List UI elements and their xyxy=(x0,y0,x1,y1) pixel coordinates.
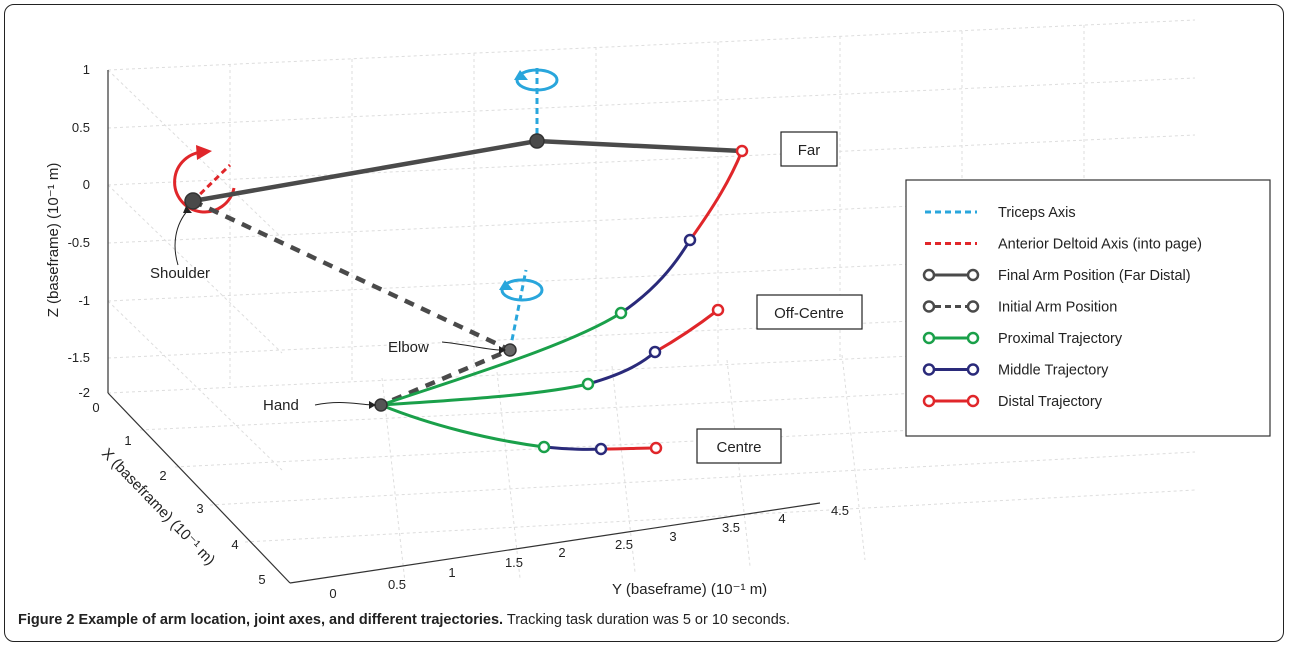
centre-distal xyxy=(600,446,657,451)
marker xyxy=(594,442,608,456)
triceps-rotation-icon xyxy=(499,278,544,302)
legend-label: Distal Trajectory xyxy=(998,394,1103,410)
target-boxes xyxy=(696,131,863,464)
y-ticks: 0 0.5 1 1.5 2 2.5 3 3.5 4 4.5 xyxy=(329,503,849,601)
x-ticks: 0 1 2 3 4 5 xyxy=(92,400,265,587)
trajectory-markers xyxy=(537,144,749,456)
x-tick-label: 3 xyxy=(196,501,203,516)
legend: Triceps Axis Anterior Deltoid Axis (into … xyxy=(905,179,1271,437)
legend-label: Proximal Trajectory xyxy=(998,331,1123,347)
deltoid-axis xyxy=(191,163,232,203)
y-axis-label: Y (baseframe) (10⁻¹ m) xyxy=(612,581,767,598)
elbow-joint-final xyxy=(529,133,545,149)
z-tick-label: -0.5 xyxy=(68,235,90,250)
y-tick-label: 1.5 xyxy=(505,555,523,570)
z-ticks: 1 0.5 0 -0.5 -1 -1.5 -2 xyxy=(68,62,90,400)
z-tick-label: 0 xyxy=(83,177,90,192)
target-label-centre: Centre xyxy=(716,439,761,456)
shoulder-joint xyxy=(184,192,202,210)
y-tick-label: 4 xyxy=(778,511,785,526)
hand-label: Hand xyxy=(263,397,299,414)
y-tick-label: 4.5 xyxy=(831,503,849,518)
target-label-far: Far xyxy=(798,142,821,159)
far-proximal xyxy=(380,311,622,407)
trajectories xyxy=(380,150,744,451)
y-tick-label: 2.5 xyxy=(615,537,633,552)
offcentre-distal xyxy=(654,308,719,354)
point-annotations xyxy=(174,206,506,409)
legend-marker xyxy=(922,363,936,376)
x-tick-label: 2 xyxy=(159,468,166,483)
y-tick-label: 0.5 xyxy=(388,577,406,592)
legend-marker xyxy=(922,394,936,408)
triceps-axis-initial xyxy=(508,269,528,351)
shoulder-label: Shoulder xyxy=(150,265,210,282)
offcentre-proximal xyxy=(380,382,589,407)
legend-marker xyxy=(966,363,980,376)
offcentre-middle xyxy=(587,350,656,386)
final-arm-position xyxy=(192,138,743,204)
legend-marker xyxy=(922,268,936,282)
y-tick-label: 1 xyxy=(448,565,455,580)
legend-label: Initial Arm Position xyxy=(998,300,1117,316)
x-tick-label: 5 xyxy=(258,572,265,587)
legend-marker xyxy=(966,394,980,408)
z-tick-label: 1 xyxy=(83,62,90,77)
y-tick-label: 3.5 xyxy=(722,520,740,535)
marker xyxy=(581,377,595,391)
legend-label: Final Arm Position (Far Distal) xyxy=(998,268,1191,284)
x-tick-label: 0 xyxy=(92,400,99,415)
initial-arm-position xyxy=(192,198,516,408)
y-tick-label: 2 xyxy=(558,545,565,560)
x-tick-label: 1 xyxy=(124,433,131,448)
far-middle xyxy=(620,239,692,315)
target-label-offcentre: Off-Centre xyxy=(774,305,844,322)
x-tick-label: 4 xyxy=(231,537,238,552)
legend-label: Anterior Deltoid Axis (into page) xyxy=(998,237,1202,253)
legend-marker xyxy=(966,268,980,282)
legend-label: Triceps Axis xyxy=(998,205,1076,221)
marker xyxy=(648,345,662,359)
y-tick-label: 0 xyxy=(329,586,336,601)
z-tick-label: -1.5 xyxy=(68,350,90,365)
y-tick-label: 3 xyxy=(669,529,676,544)
legend-marker xyxy=(966,300,980,313)
marker xyxy=(537,440,551,454)
caption-title: Example of arm location, joint axes, and… xyxy=(78,612,504,628)
hand-joint xyxy=(374,398,388,412)
centre-proximal xyxy=(380,403,545,449)
legend-marker xyxy=(966,331,980,345)
z-axis-label: Z (baseframe) (10⁻¹ m) xyxy=(45,163,62,318)
z-tick-label: 0.5 xyxy=(72,120,90,135)
figure-caption: Figure 2 Example of arm location, joint … xyxy=(18,612,790,628)
marker xyxy=(683,233,697,247)
z-tick-label: -1 xyxy=(78,293,90,308)
marker xyxy=(711,303,725,317)
marker xyxy=(649,441,663,455)
far-distal xyxy=(688,150,744,241)
elbow-label: Elbow xyxy=(388,339,429,356)
z-tick-label: -2 xyxy=(78,385,90,400)
caption-text: Tracking task duration was 5 or 10 secon… xyxy=(506,612,791,628)
legend-marker xyxy=(922,331,936,345)
axes-lines xyxy=(107,70,821,584)
legend-label: Middle Trajectory xyxy=(998,363,1109,379)
joint-markers xyxy=(184,133,545,412)
marker xyxy=(614,306,628,320)
legend-marker xyxy=(922,300,936,313)
marker xyxy=(735,144,749,158)
caption-label: Figure 2 xyxy=(18,612,75,628)
deltoid-rotation-icon xyxy=(173,145,236,214)
